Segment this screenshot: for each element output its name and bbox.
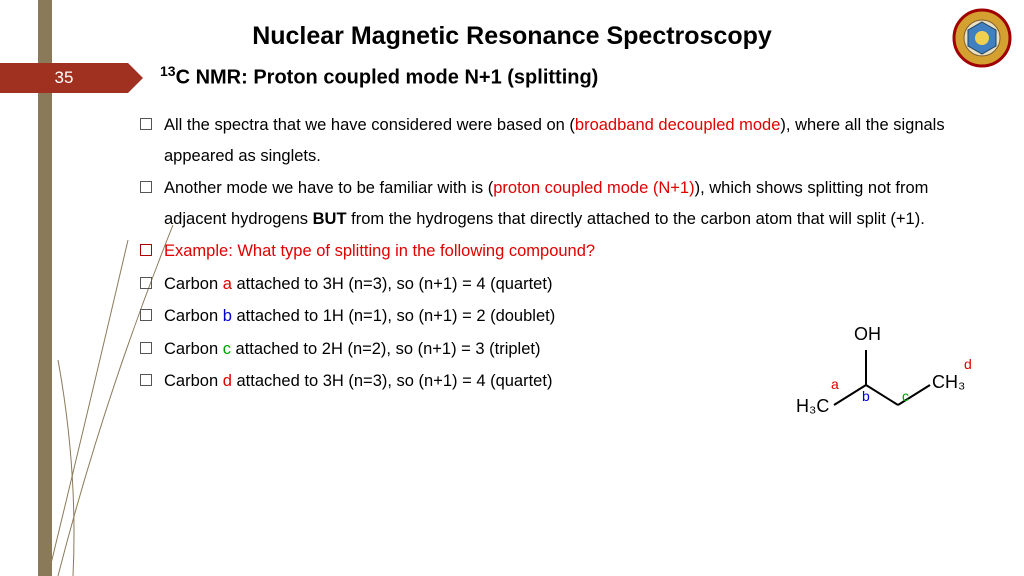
- bullet-text: All the spectra that we have considered …: [164, 110, 960, 171]
- slide-number-arrow: [128, 63, 143, 93]
- bullet-item: Carbon a attached to 3H (n=3), so (n+1) …: [140, 269, 960, 300]
- bullet-marker-icon: [140, 342, 152, 354]
- mol-oh-label: OH: [854, 324, 881, 345]
- text-fragment: All the spectra that we have considered …: [164, 116, 575, 134]
- bullet-marker-icon: [140, 244, 152, 256]
- bullet-marker-icon: [140, 277, 152, 289]
- highlighted-term: proton coupled mode (N+1): [493, 179, 694, 197]
- bullet-item: Example: What type of splitting in the f…: [140, 236, 960, 267]
- bullet-text: Another mode we have to be familiar with…: [164, 173, 960, 234]
- bullet-marker-icon: [140, 181, 152, 193]
- subtitle-text: C NMR: Proton coupled mode N+1 (splittin…: [176, 67, 599, 89]
- slide-number: 35: [55, 68, 74, 88]
- example-question: Example: What type of splitting in the f…: [164, 236, 960, 267]
- bullet-marker-icon: [140, 309, 152, 321]
- carbon-label-b: b: [223, 307, 232, 325]
- text-fragment: attached to 1H (n=1), so (n+1) = 2 (doub…: [232, 307, 555, 325]
- molecule-diagram: OH H₃C CH₃ a b c d: [794, 310, 994, 450]
- mol-label-d: d: [964, 356, 972, 372]
- bullet-text: Carbon a attached to 3H (n=3), so (n+1) …: [164, 269, 960, 300]
- text-fragment: attached to 3H (n=3), so (n+1) = 4 (quar…: [232, 372, 553, 390]
- page-title: Nuclear Magnetic Resonance Spectroscopy: [0, 22, 1024, 51]
- bullet-item: All the spectra that we have considered …: [140, 110, 960, 171]
- mol-h3c-left: H₃C: [796, 396, 829, 417]
- institution-logo-icon: [952, 8, 1012, 68]
- bullet-marker-icon: [140, 374, 152, 386]
- mol-label-b: b: [862, 388, 870, 404]
- text-fragment: Another mode we have to be familiar with…: [164, 179, 493, 197]
- carbon-label-c: c: [223, 340, 231, 358]
- page-subtitle: 13C NMR: Proton coupled mode N+1 (splitt…: [160, 63, 598, 90]
- mol-ch3-right: CH₃: [932, 372, 965, 393]
- bold-term: BUT: [313, 210, 347, 228]
- carbon-label-d: d: [223, 372, 232, 390]
- text-fragment: Carbon: [164, 275, 223, 293]
- bullet-marker-icon: [140, 118, 152, 130]
- bullet-item: Another mode we have to be familiar with…: [140, 173, 960, 234]
- slide-number-box: 35: [0, 63, 128, 93]
- mol-label-c: c: [902, 388, 909, 404]
- mol-label-a: a: [831, 376, 839, 392]
- carbon-label-a: a: [223, 275, 232, 293]
- text-fragment: from the hydrogens that directly attache…: [347, 210, 925, 228]
- text-fragment: Carbon: [164, 372, 223, 390]
- subtitle-superscript: 13: [160, 63, 176, 79]
- text-fragment: attached to 3H (n=3), so (n+1) = 4 (quar…: [232, 275, 553, 293]
- text-fragment: Carbon: [164, 307, 223, 325]
- highlighted-term: broadband decoupled mode: [575, 116, 781, 134]
- text-fragment: Carbon: [164, 340, 223, 358]
- text-fragment: attached to 2H (n=2), so (n+1) = 3 (trip…: [231, 340, 541, 358]
